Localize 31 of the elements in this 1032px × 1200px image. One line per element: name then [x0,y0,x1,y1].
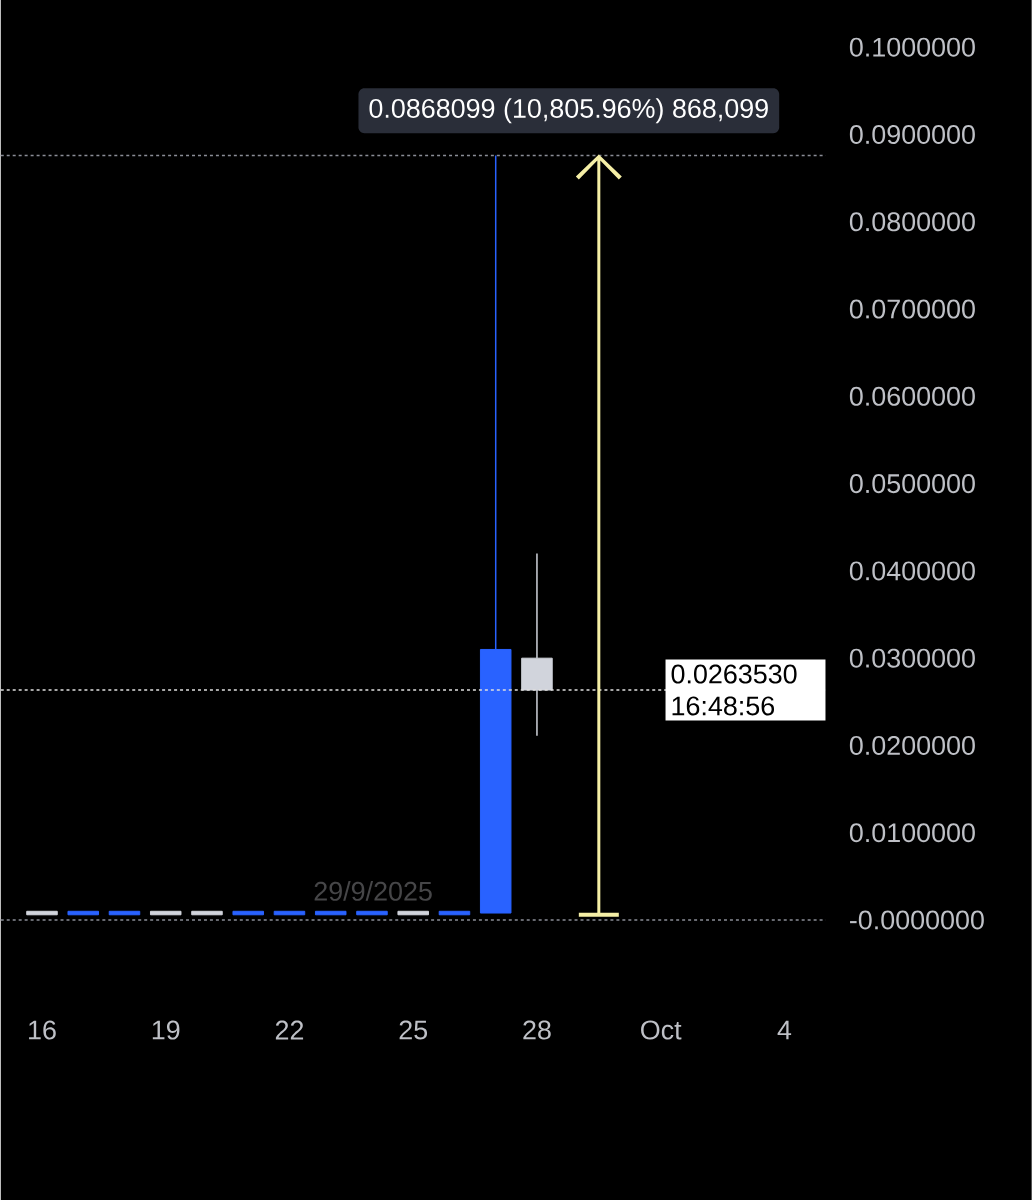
y-tick-label: 0.1000000 [850,37,976,57]
y-tick-label: 0.0100000 [850,823,976,843]
candlestick [480,154,512,914]
y-tick-label: 0.0400000 [850,561,976,581]
annotation: 0.0868099 (10,805.96%) 868,099 [369,98,769,124]
candlestick [397,910,430,916]
x-tick-label: Oct [641,1020,682,1040]
x-tick-label: 28 [523,1020,551,1040]
y-tick-label: 0.0900000 [850,124,976,145]
y-tick-label: -0.0000000 [850,910,985,930]
y-tick-label: 0.0300000 [850,648,976,668]
x-tick-label: 4 [777,1020,792,1040]
candlestick [521,552,553,737]
y-tick-label: 0.0600000 [850,386,976,406]
candlestick [67,910,100,916]
x-tick-label: 19 [152,1020,180,1040]
x-tick-label: 22 [276,1020,304,1040]
candlestick [232,910,265,916]
candlestick [26,910,58,916]
y-tick-label: 0.0500000 [850,474,976,494]
candlestick [315,910,347,916]
ref-line-label: 0.0263530 16:48:56 [671,664,797,716]
y-tick-label: 0.0800000 [850,212,976,232]
y-tick-label: 0.0700000 [850,299,976,319]
candlestick [150,910,182,916]
x-tick-label: 16 [29,1020,56,1040]
x-tick-label: 25 [399,1020,428,1040]
y-tick-label: 0.0200000 [850,735,976,755]
candlestick [356,910,388,916]
annotation: 29/9/2025 [314,881,432,901]
candlestick [191,910,223,916]
